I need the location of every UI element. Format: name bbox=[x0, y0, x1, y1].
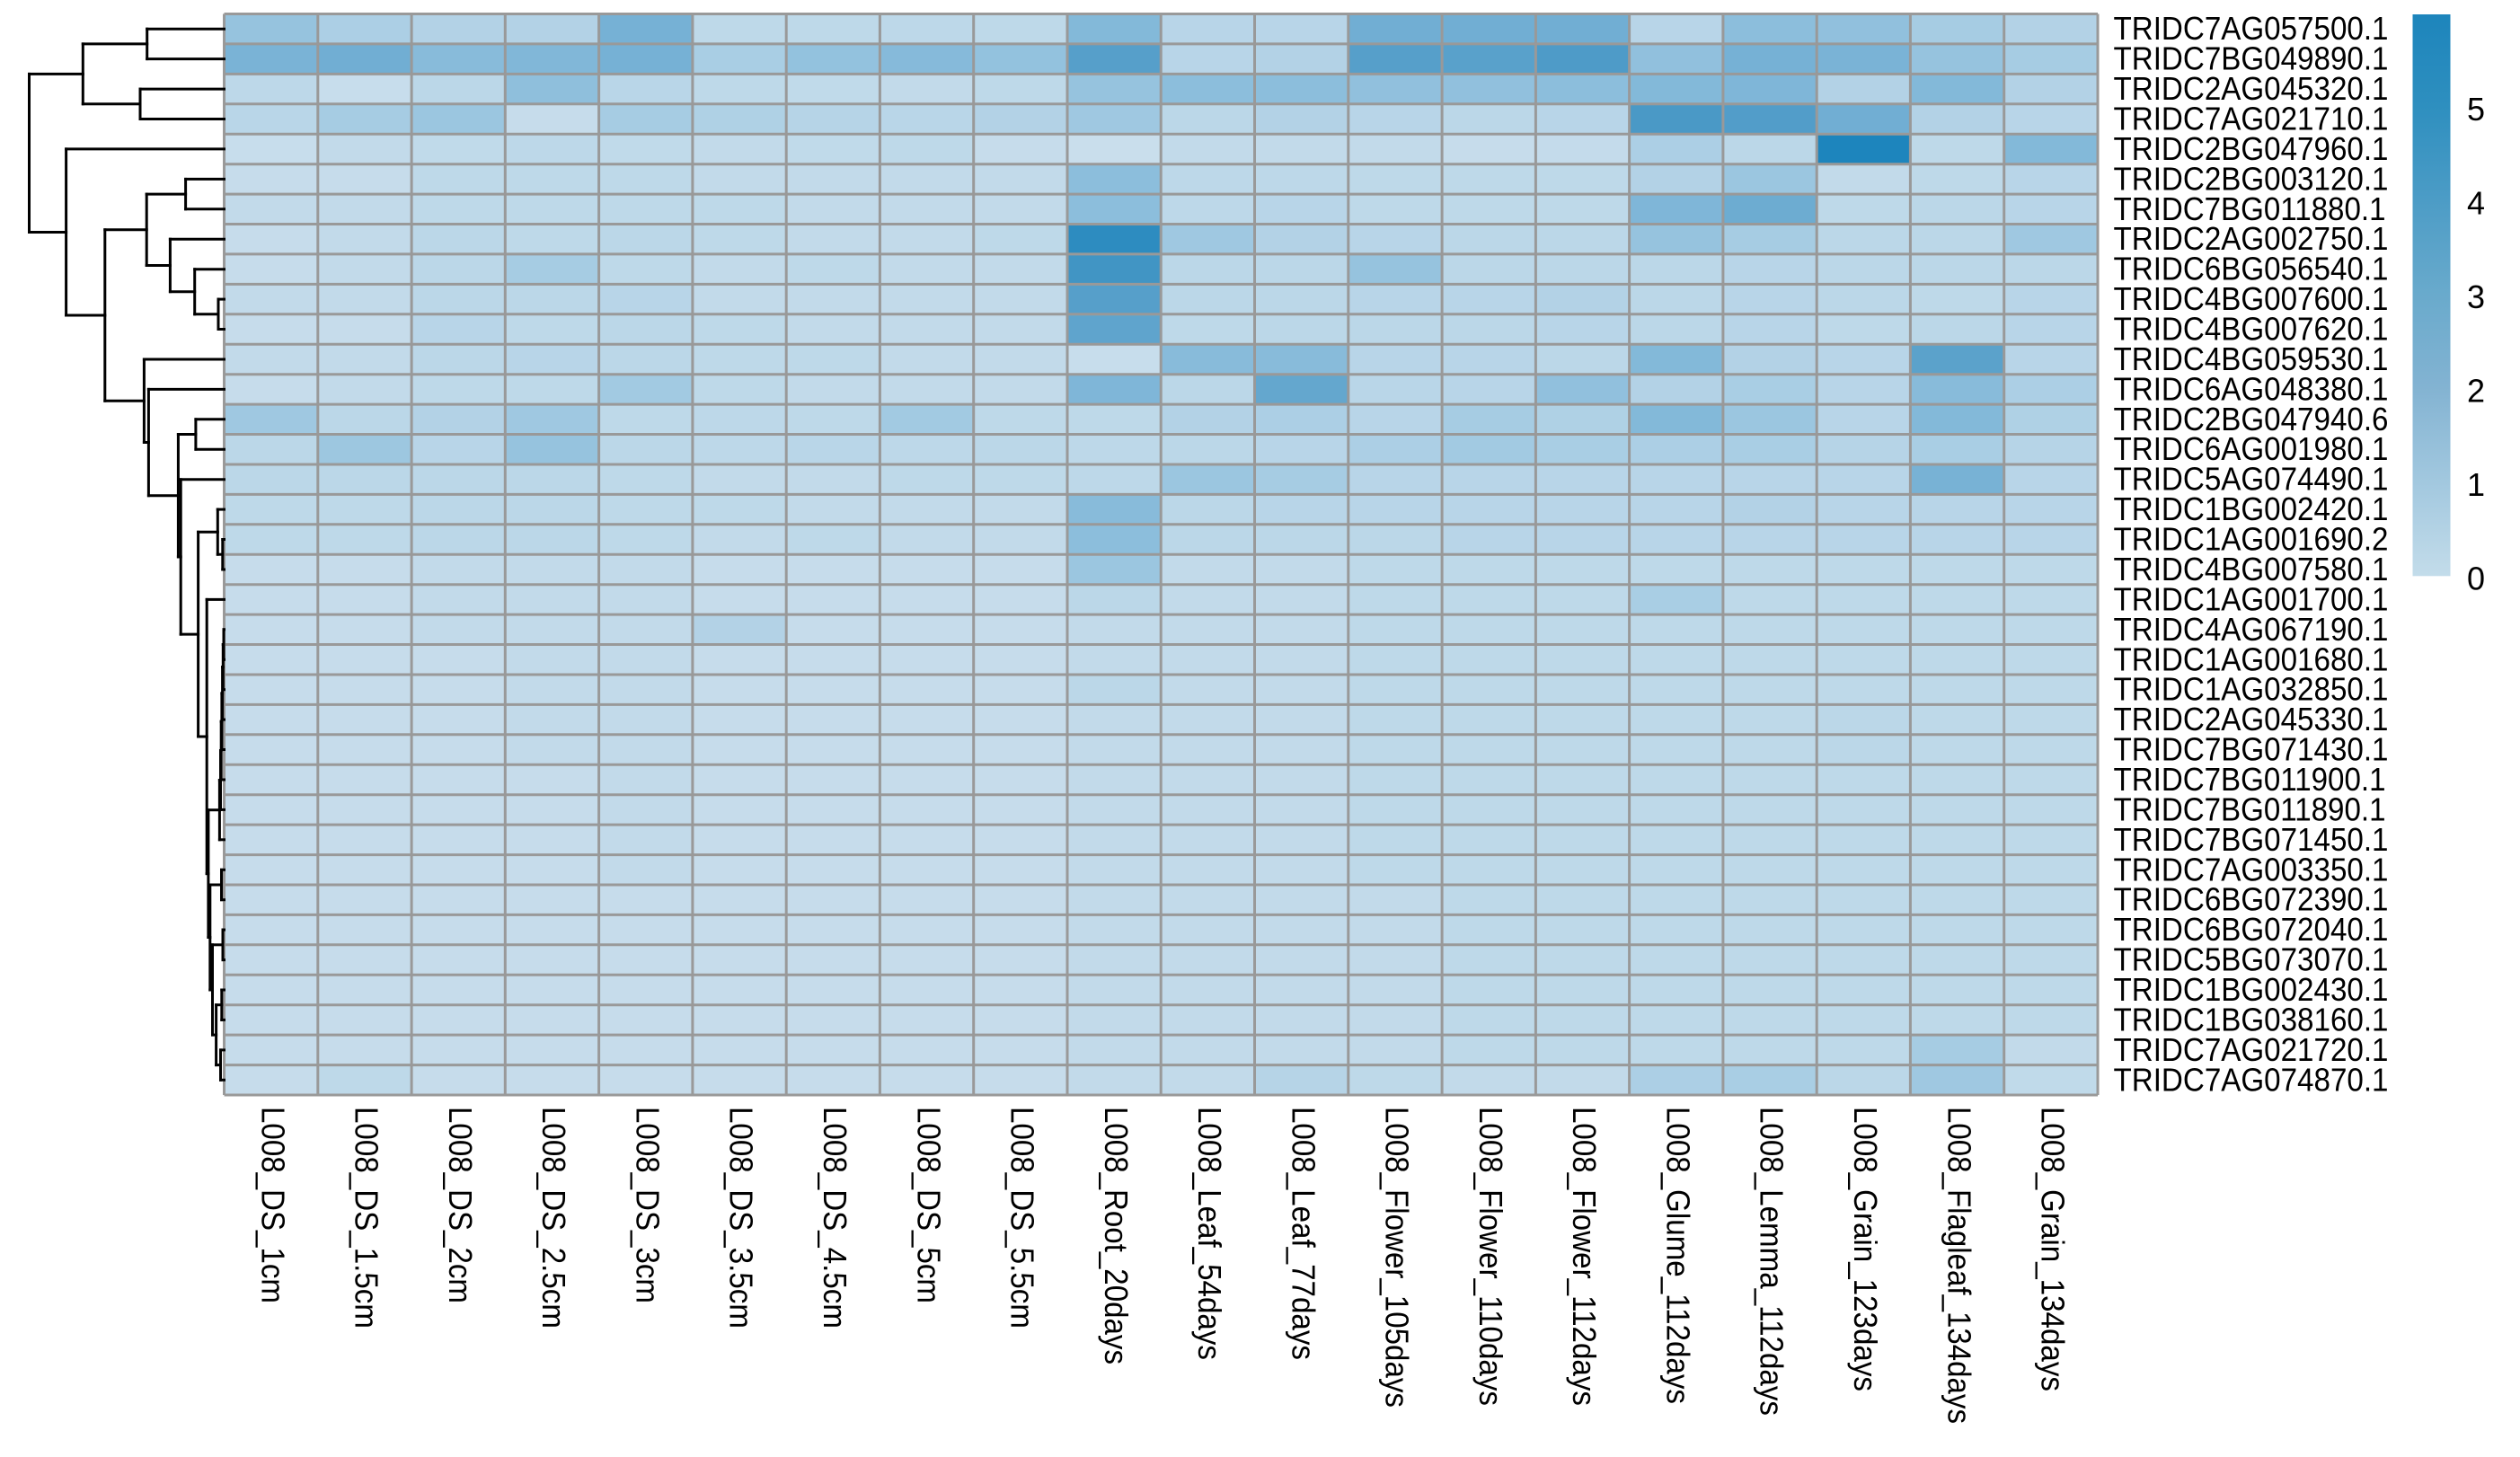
svg-text:L008_DS_3cm: L008_DS_3cm bbox=[629, 1107, 666, 1303]
svg-text:3: 3 bbox=[2467, 278, 2485, 315]
svg-text:5: 5 bbox=[2467, 91, 2485, 128]
svg-text:TRIDC4BG059530.1: TRIDC4BG059530.1 bbox=[2114, 340, 2389, 377]
svg-text:TRIDC1AG001690.2: TRIDC1AG001690.2 bbox=[2114, 521, 2389, 558]
svg-text:TRIDC2BG047940.6: TRIDC2BG047940.6 bbox=[2114, 401, 2389, 437]
svg-text:0: 0 bbox=[2467, 560, 2485, 596]
svg-text:TRIDC7AG021720.1: TRIDC7AG021720.1 bbox=[2114, 1031, 2389, 1068]
svg-text:TRIDC6BG072390.1: TRIDC6BG072390.1 bbox=[2114, 881, 2389, 918]
svg-text:1: 1 bbox=[2467, 466, 2485, 503]
svg-text:L008_DS_1cm: L008_DS_1cm bbox=[254, 1107, 291, 1303]
svg-text:L008_Lemma_112days: L008_Lemma_112days bbox=[1754, 1107, 1791, 1416]
svg-text:L008_Leaf_54days: L008_Leaf_54days bbox=[1191, 1107, 1228, 1360]
svg-text:L008_DS_4.5cm: L008_DS_4.5cm bbox=[817, 1107, 853, 1329]
svg-text:L008_Flower_112days: L008_Flower_112days bbox=[1566, 1107, 1603, 1406]
svg-text:TRIDC4AG067190.1: TRIDC4AG067190.1 bbox=[2114, 611, 2389, 648]
svg-text:TRIDC6BG072040.1: TRIDC6BG072040.1 bbox=[2114, 911, 2389, 948]
svg-text:L008_DS_3.5cm: L008_DS_3.5cm bbox=[723, 1107, 760, 1329]
svg-text:L008_Glume_112days: L008_Glume_112days bbox=[1660, 1107, 1697, 1404]
svg-text:L008_DS_1.5cm: L008_DS_1.5cm bbox=[349, 1107, 385, 1329]
svg-text:TRIDC1AG032850.1: TRIDC1AG032850.1 bbox=[2114, 671, 2389, 708]
svg-text:TRIDC7AG003350.1: TRIDC7AG003350.1 bbox=[2114, 851, 2389, 887]
svg-text:TRIDC7BG011880.1: TRIDC7BG011880.1 bbox=[2114, 190, 2386, 227]
svg-text:TRIDC1BG002420.1: TRIDC1BG002420.1 bbox=[2114, 490, 2389, 527]
svg-text:L008_Flower_110days: L008_Flower_110days bbox=[1472, 1107, 1509, 1406]
svg-text:TRIDC1AG001700.1: TRIDC1AG001700.1 bbox=[2114, 580, 2389, 617]
svg-text:TRIDC6BG056540.1: TRIDC6BG056540.1 bbox=[2114, 251, 2389, 287]
svg-text:TRIDC1BG038160.1: TRIDC1BG038160.1 bbox=[2114, 1001, 2389, 1038]
svg-text:L008_Grain_123days: L008_Grain_123days bbox=[1847, 1107, 1884, 1391]
svg-text:TRIDC7AG057500.1: TRIDC7AG057500.1 bbox=[2114, 10, 2389, 47]
svg-text:TRIDC6AG048380.1: TRIDC6AG048380.1 bbox=[2114, 370, 2389, 407]
svg-text:TRIDC2BG003120.1: TRIDC2BG003120.1 bbox=[2114, 160, 2389, 197]
svg-text:TRIDC2AG045320.1: TRIDC2AG045320.1 bbox=[2114, 70, 2389, 107]
svg-text:L008_Leaf_77days: L008_Leaf_77days bbox=[1285, 1107, 1322, 1360]
svg-text:4: 4 bbox=[2467, 184, 2485, 221]
svg-text:TRIDC4BG007620.1: TRIDC4BG007620.1 bbox=[2114, 311, 2389, 348]
svg-text:TRIDC7AG074870.1: TRIDC7AG074870.1 bbox=[2114, 1061, 2389, 1098]
svg-text:L008_DS_5.5cm: L008_DS_5.5cm bbox=[1004, 1107, 1041, 1329]
svg-text:TRIDC7BG011890.1: TRIDC7BG011890.1 bbox=[2114, 790, 2386, 827]
svg-text:L008_Root_20days: L008_Root_20days bbox=[1098, 1107, 1135, 1364]
svg-text:TRIDC6AG001980.1: TRIDC6AG001980.1 bbox=[2114, 430, 2389, 467]
svg-text:TRIDC7BG071450.1: TRIDC7BG071450.1 bbox=[2114, 821, 2389, 858]
svg-text:L008_DS_2.5cm: L008_DS_2.5cm bbox=[535, 1107, 572, 1329]
svg-text:L008_DS_5cm: L008_DS_5cm bbox=[910, 1107, 947, 1303]
svg-text:2: 2 bbox=[2467, 372, 2485, 409]
svg-text:L008_Grain_134days: L008_Grain_134days bbox=[2035, 1107, 2072, 1391]
svg-text:TRIDC2AG045330.1: TRIDC2AG045330.1 bbox=[2114, 701, 2389, 737]
svg-text:TRIDC2AG002750.1: TRIDC2AG002750.1 bbox=[2114, 220, 2389, 257]
svg-text:TRIDC1AG001680.1: TRIDC1AG001680.1 bbox=[2114, 640, 2389, 677]
svg-text:TRIDC1BG002430.1: TRIDC1BG002430.1 bbox=[2114, 971, 2389, 1008]
svg-text:TRIDC7AG021710.1: TRIDC7AG021710.1 bbox=[2114, 101, 2389, 137]
svg-text:L008_Flagleaf_134days: L008_Flagleaf_134days bbox=[1941, 1107, 1977, 1424]
svg-text:TRIDC2BG047960.1: TRIDC2BG047960.1 bbox=[2114, 130, 2389, 167]
svg-text:TRIDC5AG074490.1: TRIDC5AG074490.1 bbox=[2114, 461, 2389, 498]
svg-text:L008_Flower_105days: L008_Flower_105days bbox=[1379, 1107, 1416, 1408]
svg-text:TRIDC4BG007600.1: TRIDC4BG007600.1 bbox=[2114, 280, 2389, 317]
svg-text:TRIDC5BG073070.1: TRIDC5BG073070.1 bbox=[2114, 941, 2389, 978]
svg-text:L008_DS_2cm: L008_DS_2cm bbox=[442, 1107, 479, 1303]
svg-text:TRIDC7BG071430.1: TRIDC7BG071430.1 bbox=[2114, 731, 2389, 768]
svg-text:TRIDC7BG049890.1: TRIDC7BG049890.1 bbox=[2114, 40, 2389, 77]
svg-text:TRIDC7BG011900.1: TRIDC7BG011900.1 bbox=[2114, 761, 2386, 798]
svg-text:TRIDC4BG007580.1: TRIDC4BG007580.1 bbox=[2114, 551, 2389, 587]
